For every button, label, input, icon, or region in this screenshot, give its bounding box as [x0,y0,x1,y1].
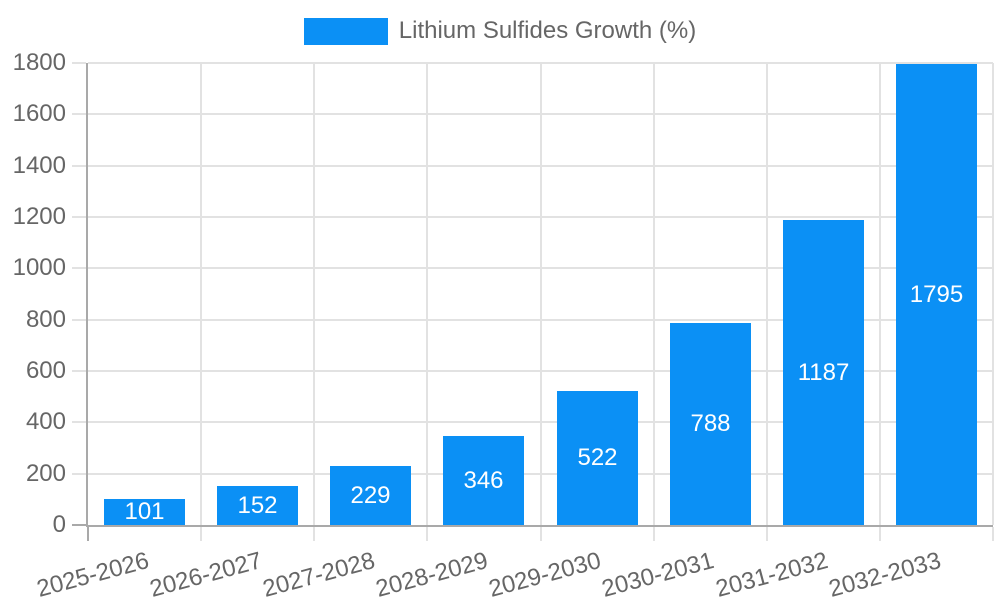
y-axis-tick [72,113,86,116]
y-tick-label: 400 [25,408,66,436]
x-tick-label: 2027-2028 [259,547,378,600]
y-tick-label: 1000 [12,254,66,282]
y-axis-tick [72,370,86,372]
bar-value-label: 1187 [797,358,850,386]
y-axis-tick [72,524,86,526]
y-tick-label: 200 [25,459,66,487]
gridline-vertical [652,63,655,525]
y-axis-tick [72,318,86,321]
legend-swatch [303,17,388,45]
x-tick-label: 2031-2032 [712,547,831,600]
x-axis-tick [878,527,881,541]
y-tick-label: 0 [52,511,66,538]
x-axis-tick [765,527,768,541]
x-tick-label: 2028-2029 [373,547,491,600]
gridline-vertical [765,63,768,525]
y-tick-label: 800 [25,305,66,333]
legend[interactable]: Lithium Sulfides Growth (%) [0,17,1000,45]
bar[interactable]: 101 [104,498,185,525]
x-tick-label: 2030-2031 [599,547,718,600]
gridline-vertical [992,63,994,525]
gridline-vertical [200,63,203,525]
bar[interactable]: 346 [443,436,524,525]
y-axis-tick [72,164,86,167]
x-axis-line [86,525,993,527]
y-axis-tick [72,421,86,424]
bar-value-label: 522 [577,444,618,471]
bar-value-label: 788 [690,410,731,437]
bar[interactable]: 1187 [783,220,864,525]
x-tick-label: 2029-2030 [486,547,605,600]
gridline-vertical [426,63,429,525]
gridline-vertical [539,63,542,525]
bar-value-label: 1795 [909,280,964,308]
y-axis-line [86,63,88,527]
bar[interactable]: 1795 [896,64,977,525]
bar[interactable]: 788 [670,323,751,525]
gridline-vertical [313,63,316,525]
y-tick-label: 1200 [12,203,66,230]
x-axis-tick [426,527,429,541]
x-axis-tick [200,527,203,541]
x-tick-label: 2025-2026 [33,547,152,600]
y-axis-tick [72,62,86,64]
bar[interactable]: 229 [330,466,411,525]
gridline-vertical [878,63,881,525]
bar-value-label: 229 [350,481,391,509]
bar[interactable]: 152 [217,486,298,525]
x-axis-tick [539,527,542,541]
x-tick-label: 2032-2033 [825,547,944,600]
x-axis-tick [313,527,316,541]
y-axis-tick [72,472,86,475]
y-tick-label: 600 [25,357,66,384]
bar-value-label: 152 [237,491,278,519]
y-axis-tick [72,216,86,218]
x-tick-label: 2026-2027 [146,547,265,600]
bar-value-label: 101 [124,498,165,525]
y-tick-label: 1800 [12,49,66,76]
legend-label: Lithium Sulfides Growth (%) [398,17,697,44]
x-axis-tick [652,527,655,541]
x-axis-tick [992,527,994,541]
y-axis-tick [72,267,86,270]
y-tick-label: 1400 [12,151,66,179]
bar-value-label: 346 [463,466,504,494]
y-tick-label: 1600 [12,100,66,128]
x-axis-tick [87,527,89,541]
bar[interactable]: 522 [557,391,638,525]
